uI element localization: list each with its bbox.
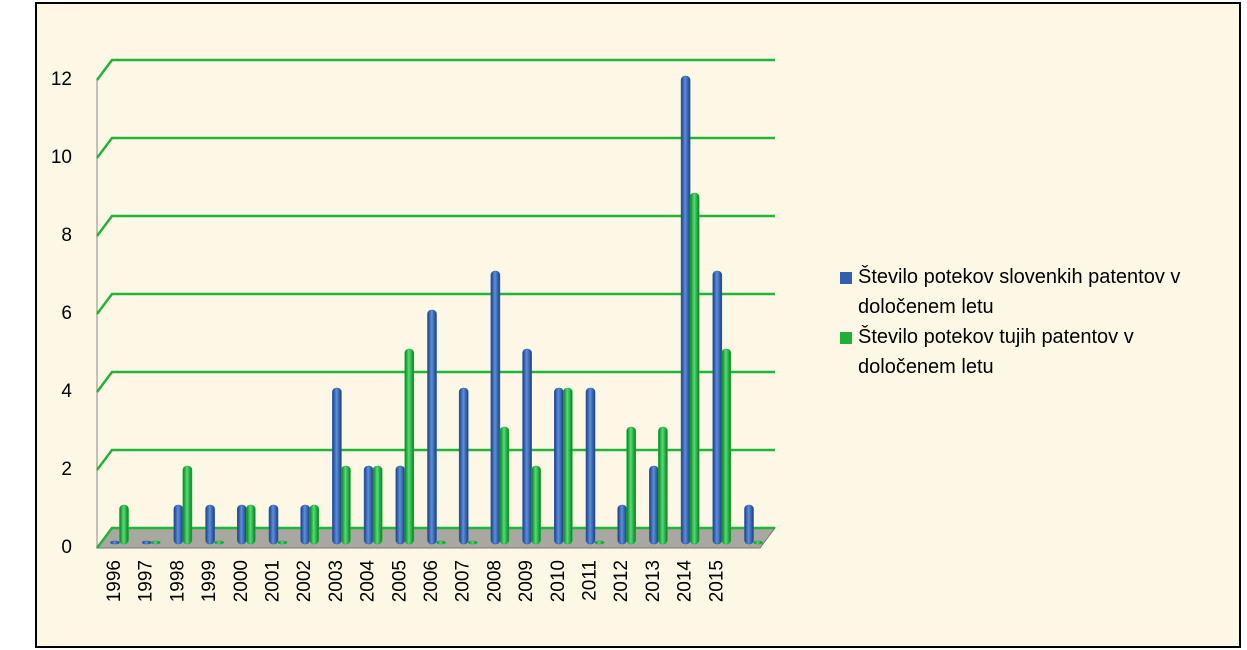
grid-line [96,58,775,81]
bar [205,504,215,545]
bar [594,540,605,545]
bar [141,540,152,545]
bar [427,309,437,545]
bar [237,504,247,545]
bar [689,192,700,545]
grid-line [96,214,775,237]
grid-line [96,370,775,393]
y-tick-label: 0 [61,537,72,558]
x-tick-label: 2000 [231,560,252,602]
legend-swatch [840,272,852,284]
bar [182,465,193,545]
bar [467,540,478,545]
legend-item: Število potekov tujih patentov v določen… [838,322,1218,382]
bar [585,387,596,545]
x-tick-label: 2006 [421,560,442,602]
y-tick-label: 4 [61,381,72,402]
bar [721,348,732,545]
x-tick-label: 2013 [643,560,664,602]
bar [110,540,120,545]
x-tick-label: 2007 [453,560,474,602]
x-tick-label: 2014 [675,560,696,603]
bar [173,504,184,545]
bar [753,540,763,545]
bar [395,465,406,545]
x-tick-label: 2010 [548,560,569,602]
bar [277,540,288,545]
x-tick-label: 2005 [389,560,410,602]
y-tick-label: 8 [61,225,72,246]
bar [499,426,510,545]
x-tick-label: 2003 [326,560,347,602]
bar [214,540,224,545]
y-tick-label: 6 [61,303,72,324]
x-tick-label: 2011 [580,560,601,601]
bar [712,270,723,545]
y-tick-label: 2 [61,459,72,480]
bar [300,504,311,545]
bar [531,465,541,545]
bar [268,504,279,545]
x-tick-label: 2012 [611,560,632,602]
bar [649,465,659,545]
legend-label: Število potekov tujih patentov v določen… [858,326,1134,378]
y-tick-label: 12 [51,69,72,90]
grid-line [96,136,775,159]
bar [404,348,415,545]
x-tick-label: 2009 [516,560,537,602]
bar [458,387,469,545]
bar [744,504,754,545]
bar [363,465,374,545]
bar [553,387,564,545]
bar [490,270,501,545]
legend-swatch [840,332,852,344]
x-tick-label: 2008 [484,560,505,602]
bar [562,387,573,545]
x-tick-label: 1999 [199,560,220,602]
legend-item: Število potekov slovenkih patentov v dol… [838,262,1218,322]
bar [522,348,532,545]
x-tick-label: 1997 [136,560,157,602]
bar [341,465,351,545]
grid-line [96,292,775,315]
bar [680,75,691,545]
bar [150,540,161,545]
bar [372,465,383,545]
bar [119,504,129,545]
bar [436,540,446,545]
x-tick-label: 1996 [104,560,125,602]
bar [658,426,668,545]
x-tick-label: 2004 [358,560,379,603]
x-tick-label: 2015 [706,560,727,602]
legend-label: Število potekov slovenkih patentov v dol… [858,266,1181,318]
y-tick-label: 10 [51,147,72,168]
x-tick-label: 1998 [167,560,188,602]
x-tick-label: 2001 [263,560,284,602]
bar [626,426,637,545]
bar [309,504,320,545]
bar [332,387,342,545]
legend: Število potekov slovenkih patentov v dol… [838,262,1218,382]
x-tick-label: 2002 [294,560,315,602]
bar [617,504,628,545]
bar [246,504,256,545]
